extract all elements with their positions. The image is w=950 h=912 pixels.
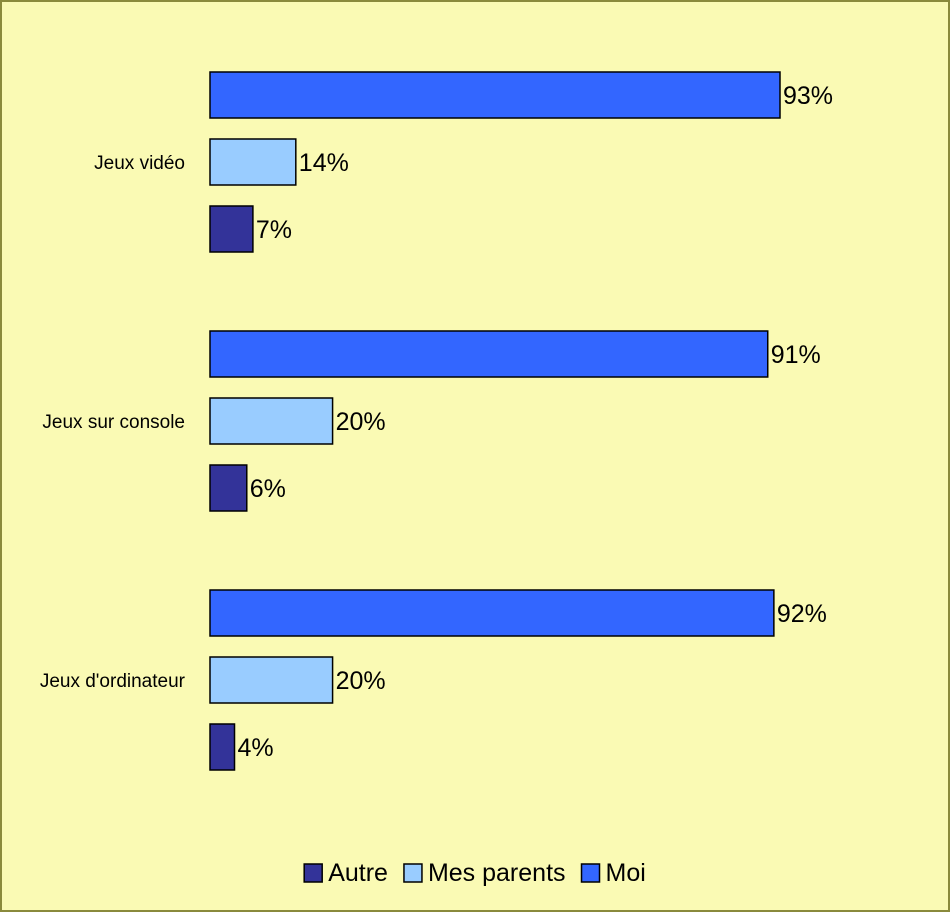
bar-jeux-d-ordinateur-moi xyxy=(210,590,774,636)
legend-swatch-moi xyxy=(582,864,600,882)
category-label-jeux-d-ordinateur: Jeux d'ordinateur xyxy=(40,671,186,692)
bar-jeux-sur-console-moi xyxy=(210,331,768,377)
value-label-jeux-sur-console-autre: 6% xyxy=(250,475,286,503)
value-label-jeux-video-autre: 7% xyxy=(256,216,292,244)
value-label-jeux-video-moi: 93% xyxy=(783,82,833,110)
bar-jeux-d-ordinateur-autre xyxy=(210,724,235,770)
bar-jeux-video-moi xyxy=(210,72,780,118)
value-label-jeux-sur-console-mes-parents: 20% xyxy=(336,408,386,436)
category-label-jeux-video: Jeux vidéo xyxy=(94,153,185,174)
value-label-jeux-d-ordinateur-autre: 4% xyxy=(238,734,274,762)
bars-layer xyxy=(210,72,780,770)
bar-jeux-sur-console-autre xyxy=(210,465,247,511)
value-label-jeux-d-ordinateur-moi: 92% xyxy=(777,600,827,628)
value-label-jeux-video-mes-parents: 14% xyxy=(299,149,349,177)
value-label-jeux-sur-console-moi: 91% xyxy=(771,341,821,369)
legend-swatch-mes-parents xyxy=(404,864,422,882)
legend: Autre Mes parents Moi xyxy=(304,859,646,887)
legend-label-moi: Moi xyxy=(606,859,646,887)
legend-label-mes-parents: Mes parents xyxy=(428,859,566,887)
category-label-jeux-sur-console: Jeux sur console xyxy=(42,412,185,433)
bar-jeux-d-ordinateur-mes-parents xyxy=(210,657,333,703)
bar-jeux-video-mes-parents xyxy=(210,139,296,185)
legend-label-autre: Autre xyxy=(328,859,388,887)
bar-jeux-video-autre xyxy=(210,206,253,252)
bar-jeux-sur-console-mes-parents xyxy=(210,398,333,444)
value-label-jeux-d-ordinateur-mes-parents: 20% xyxy=(336,667,386,695)
category-labels-layer: Jeux vidéo Jeux sur console Jeux d'ordinat… xyxy=(40,153,186,692)
legend-swatch-autre xyxy=(304,864,322,882)
